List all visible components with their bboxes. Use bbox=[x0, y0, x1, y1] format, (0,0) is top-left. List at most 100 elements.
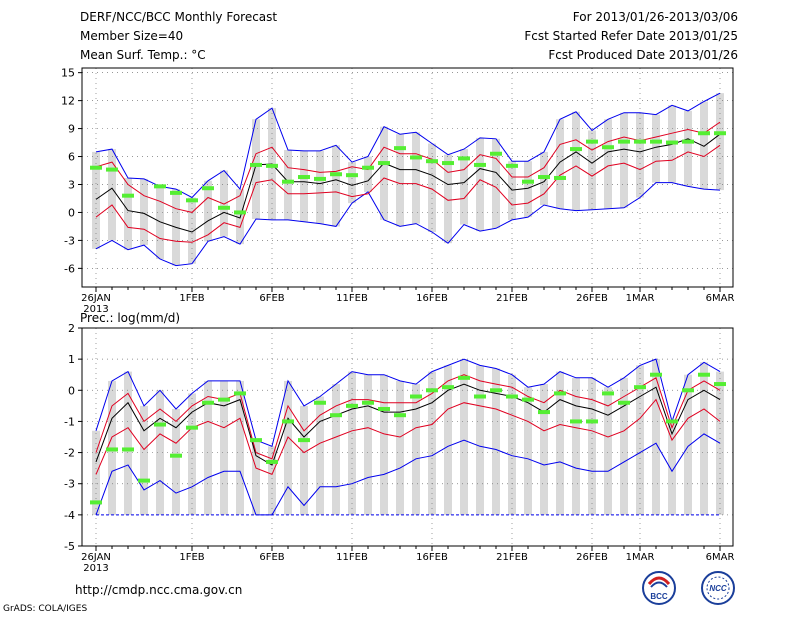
observed-marker bbox=[410, 394, 422, 399]
spread-box bbox=[684, 374, 692, 515]
spread-box bbox=[444, 365, 452, 515]
spread-box bbox=[332, 384, 340, 515]
footer-url[interactable]: http://cmdp.ncc.cma.gov.cn bbox=[75, 583, 243, 597]
observed-marker bbox=[474, 162, 486, 167]
spread-box bbox=[332, 145, 340, 227]
observed-marker bbox=[154, 184, 166, 189]
observed-marker bbox=[266, 459, 278, 464]
spread-box bbox=[364, 156, 372, 192]
observed-marker bbox=[202, 400, 214, 405]
observed-marker bbox=[234, 210, 246, 215]
observed-marker bbox=[346, 403, 358, 408]
y-tick-label: 6 bbox=[68, 151, 75, 164]
spread-box bbox=[348, 162, 356, 204]
panel-title: Prec.: log(mm/d) bbox=[80, 311, 180, 325]
observed-marker bbox=[474, 394, 486, 399]
observed-marker bbox=[170, 453, 182, 458]
spread-box bbox=[412, 132, 420, 224]
observed-marker bbox=[202, 186, 214, 191]
observed-marker bbox=[602, 145, 614, 150]
x-tick-label: 6FEB bbox=[259, 293, 284, 304]
observed-marker bbox=[362, 165, 374, 170]
observed-marker bbox=[122, 193, 134, 198]
spread-box bbox=[684, 110, 692, 187]
observed-marker bbox=[330, 172, 342, 177]
observed-marker bbox=[682, 139, 694, 144]
spread-box bbox=[604, 119, 612, 209]
member-size: Member Size=40 bbox=[80, 29, 184, 43]
spread-box bbox=[316, 396, 324, 515]
spread-box bbox=[700, 362, 708, 515]
plot-frame bbox=[81, 327, 734, 547]
series-line-lower bbox=[95, 144, 721, 243]
spread-box bbox=[540, 384, 548, 515]
spread-box bbox=[572, 377, 580, 515]
year-label: 2013 bbox=[83, 563, 108, 574]
y-tick-label: 15 bbox=[61, 67, 75, 80]
x-tick-label: 1FEB bbox=[179, 552, 204, 563]
observed-marker bbox=[458, 156, 470, 161]
observed-marker bbox=[362, 400, 374, 405]
observed-marker bbox=[586, 139, 598, 144]
spread-box bbox=[524, 161, 532, 218]
spread-box bbox=[396, 380, 404, 515]
observed-marker bbox=[538, 410, 550, 415]
spread-box bbox=[460, 149, 468, 225]
observed-marker bbox=[250, 438, 262, 443]
spread-box bbox=[588, 130, 596, 210]
spread-box bbox=[380, 126, 388, 220]
spread-box bbox=[156, 390, 164, 515]
series-line-max bbox=[95, 358, 721, 447]
observed-marker bbox=[538, 175, 550, 180]
observed-marker bbox=[154, 422, 166, 427]
observed-marker bbox=[186, 198, 198, 203]
produced-date: Fcst Produced Date 2013/01/26 bbox=[548, 48, 738, 62]
spread-box bbox=[652, 114, 660, 183]
observed-marker bbox=[250, 162, 262, 167]
spread-box bbox=[412, 384, 420, 515]
observed-marker bbox=[618, 400, 630, 405]
x-tick-label: 1MAR bbox=[626, 293, 655, 304]
observed-marker bbox=[490, 388, 502, 393]
y-tick-label: -3 bbox=[64, 234, 75, 247]
y-tick-label: -3 bbox=[64, 478, 75, 491]
y-tick-label: -6 bbox=[64, 262, 75, 275]
x-tick-label: 21FEB bbox=[496, 293, 528, 304]
observed-marker bbox=[458, 375, 470, 380]
bcc-logo-text: BCC bbox=[650, 592, 668, 601]
observed-marker bbox=[394, 413, 406, 418]
spread-box bbox=[92, 430, 100, 515]
spread-box bbox=[556, 371, 564, 515]
observed-marker bbox=[554, 391, 566, 396]
spread-box bbox=[492, 138, 500, 229]
spread-box bbox=[716, 93, 724, 191]
observed-marker bbox=[522, 397, 534, 402]
spread-box bbox=[428, 143, 436, 233]
bcc-logo-icon: BCC bbox=[642, 571, 676, 605]
observed-marker bbox=[698, 372, 710, 377]
spread-box bbox=[108, 149, 116, 241]
spread-box bbox=[364, 374, 372, 515]
observed-marker bbox=[282, 179, 294, 184]
series-line-lower bbox=[95, 398, 721, 476]
observed-marker bbox=[570, 419, 582, 424]
y-tick-label: 9 bbox=[68, 123, 75, 136]
spread-box bbox=[588, 377, 596, 515]
x-tick-label: 1MAR bbox=[626, 552, 655, 563]
spread-box bbox=[188, 197, 196, 264]
grads-credit: GrADS: COLA/IGES bbox=[3, 604, 88, 614]
x-tick-label: 26JAN bbox=[81, 552, 111, 563]
spread-box bbox=[700, 101, 708, 190]
variable-label: Mean Surf. Temp.: °C bbox=[80, 48, 206, 62]
y-tick-label: -4 bbox=[64, 509, 75, 522]
x-tick-label: 6MAR bbox=[706, 552, 735, 563]
observed-marker bbox=[346, 173, 358, 178]
observed-marker bbox=[186, 425, 198, 430]
observed-marker bbox=[106, 447, 118, 452]
spread-box bbox=[604, 387, 612, 515]
observed-marker bbox=[522, 179, 534, 184]
spread-box bbox=[492, 368, 500, 515]
spread-box bbox=[236, 380, 244, 515]
plot-frame bbox=[81, 67, 734, 288]
y-tick-label: 0 bbox=[68, 206, 75, 219]
